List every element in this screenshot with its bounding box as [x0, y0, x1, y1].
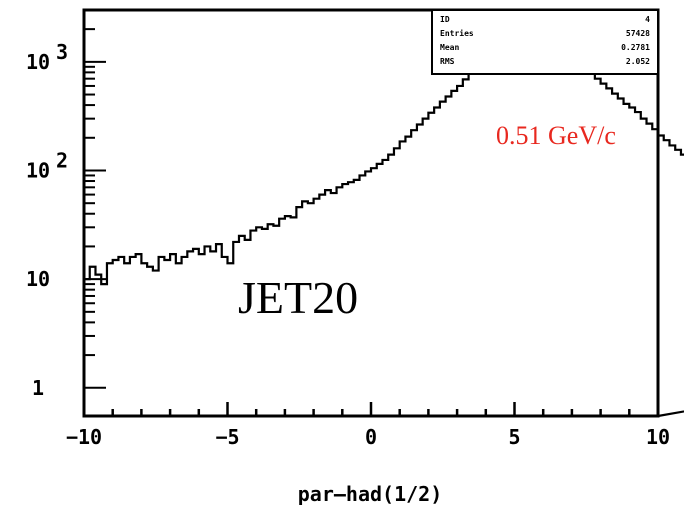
stats-value-2: 0.2781: [621, 43, 650, 52]
stats-value-3: 2.052: [626, 57, 650, 66]
y-tick-exponent: 2: [56, 148, 68, 172]
x-tick-label: 5: [508, 425, 520, 449]
x-tick-label: 0: [365, 425, 377, 449]
stats-box: ID 4 Entries 57428 Mean 0.2781 RMS 2.052: [431, 9, 659, 75]
stats-name-3: RMS: [440, 57, 455, 66]
x-tick-label: 10: [646, 425, 670, 449]
stats-name-2: Mean: [440, 43, 459, 52]
y-tick-label: 10: [26, 267, 50, 291]
histogram-series: [82, 38, 684, 418]
y-tick-label: 10: [26, 158, 50, 182]
x-axis-title: par—had(1/2): [298, 482, 443, 506]
x-tick-label: −5: [215, 425, 239, 449]
y-tick-label: 10: [26, 50, 50, 74]
y-tick-label: 1: [32, 376, 44, 400]
stats-value-1: 57428: [626, 29, 650, 38]
stats-name-0: ID: [440, 15, 450, 24]
stats-value-0: 4: [645, 15, 650, 24]
x-tick-label: −10: [66, 425, 102, 449]
histogram-layer: [82, 38, 684, 418]
y-tick-exponent: 3: [56, 40, 68, 64]
stats-name-1: Entries: [440, 28, 474, 38]
trigger-label: JET20: [238, 272, 358, 323]
x-axis-ticks: −10 −5 0 5 10: [66, 402, 670, 449]
momentum-annotation: 0.51 GeV/c: [496, 121, 616, 150]
stats-box-frame: [431, 9, 659, 75]
